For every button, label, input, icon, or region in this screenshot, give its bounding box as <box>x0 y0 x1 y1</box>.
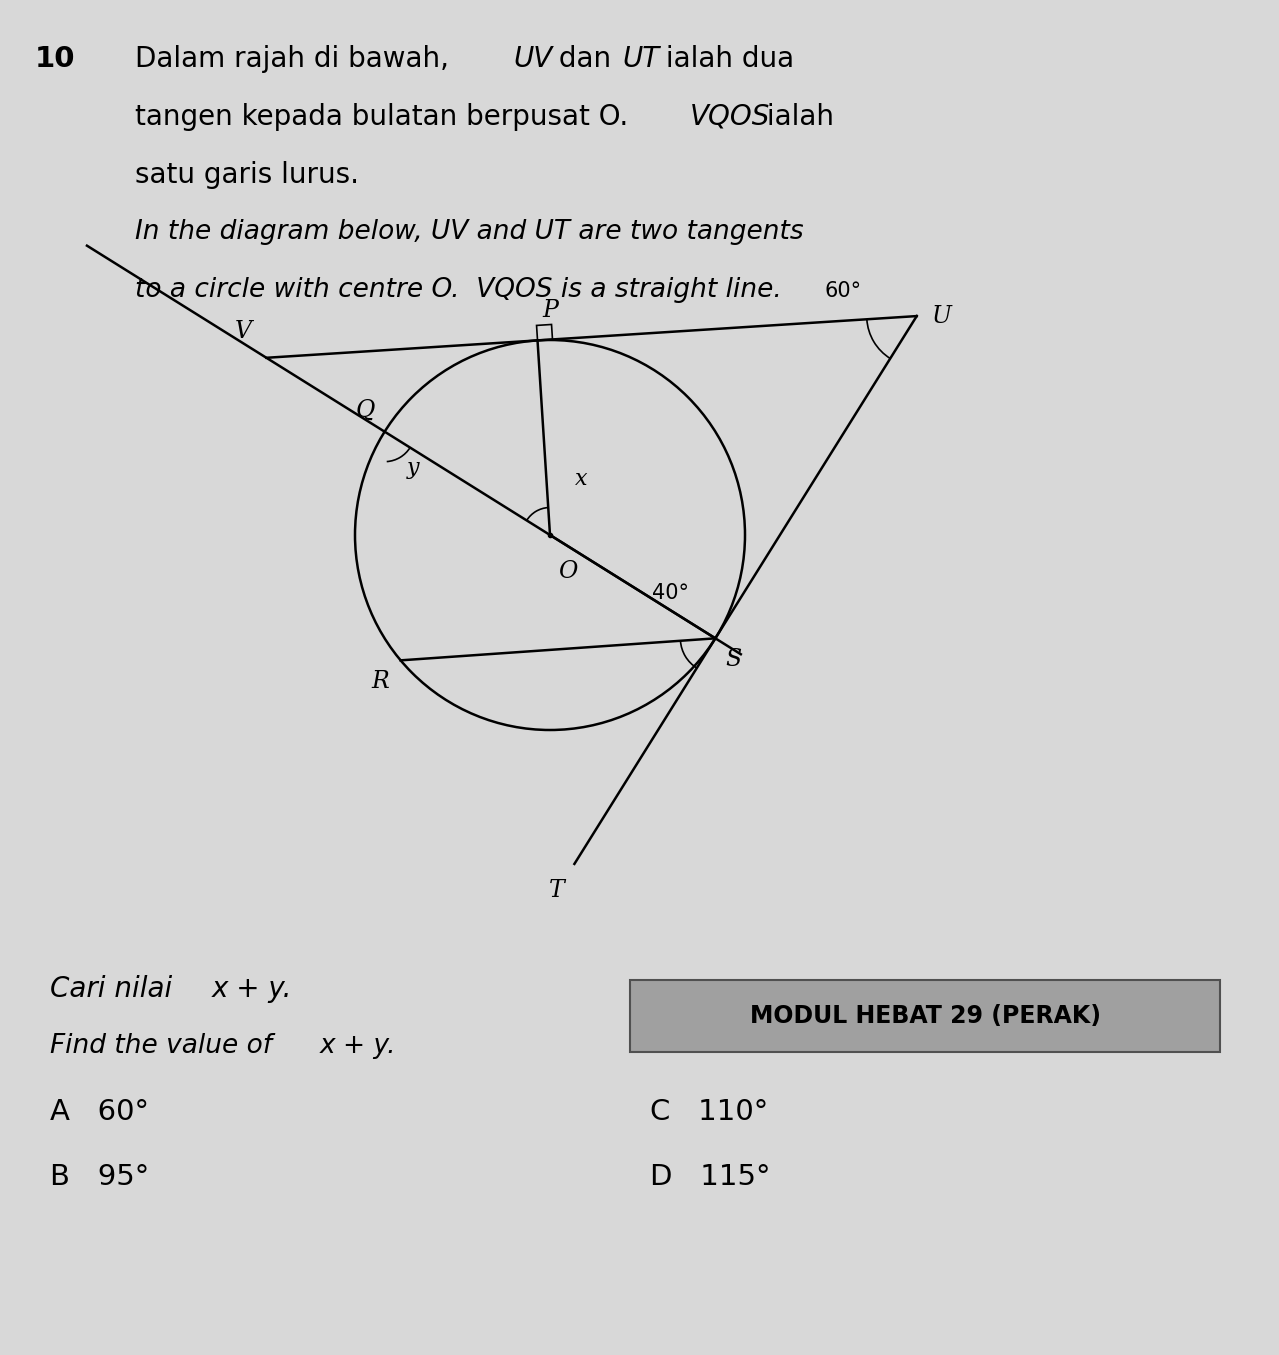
Text: MODUL HEBAT 29 (PERAK): MODUL HEBAT 29 (PERAK) <box>749 1004 1100 1028</box>
Text: x: x <box>576 467 587 491</box>
Text: T: T <box>549 879 564 902</box>
Text: Find the value of: Find the value of <box>50 1033 280 1060</box>
Text: dan: dan <box>550 45 620 73</box>
Text: VQOS: VQOS <box>689 103 770 131</box>
Text: O: O <box>558 560 577 583</box>
Text: S: S <box>725 648 742 671</box>
Text: B   95°: B 95° <box>50 1163 150 1191</box>
Text: U: U <box>931 305 952 328</box>
Text: satu garis lurus.: satu garis lurus. <box>136 161 359 188</box>
Text: D   115°: D 115° <box>650 1163 770 1191</box>
Text: ialah: ialah <box>758 103 834 131</box>
Text: x + y.: x + y. <box>212 976 293 1003</box>
Text: 40°: 40° <box>652 584 689 603</box>
Text: V: V <box>234 320 252 343</box>
Text: ialah dua: ialah dua <box>657 45 794 73</box>
Text: R: R <box>371 671 389 694</box>
Text: tangen kepada bulatan berpusat O.: tangen kepada bulatan berpusat O. <box>136 103 637 131</box>
Text: P: P <box>542 299 559 322</box>
Text: x + y.: x + y. <box>320 1033 396 1060</box>
Text: 60°: 60° <box>825 280 862 301</box>
Text: UT: UT <box>622 45 659 73</box>
Text: Dalam rajah di bawah,: Dalam rajah di bawah, <box>136 45 458 73</box>
Text: Cari nilai: Cari nilai <box>50 976 182 1003</box>
Bar <box>631 980 1220 1051</box>
Text: y: y <box>407 457 420 478</box>
Text: Q: Q <box>356 398 375 421</box>
Text: A   60°: A 60° <box>50 1098 148 1126</box>
Text: 10: 10 <box>35 45 75 73</box>
Text: to a circle with centre O.  VQOS is a straight line.: to a circle with centre O. VQOS is a str… <box>136 276 781 304</box>
Text: In the diagram below, UV and UT are two tangents: In the diagram below, UV and UT are two … <box>136 220 803 245</box>
Text: C   110°: C 110° <box>650 1098 769 1126</box>
Text: UV: UV <box>513 45 553 73</box>
